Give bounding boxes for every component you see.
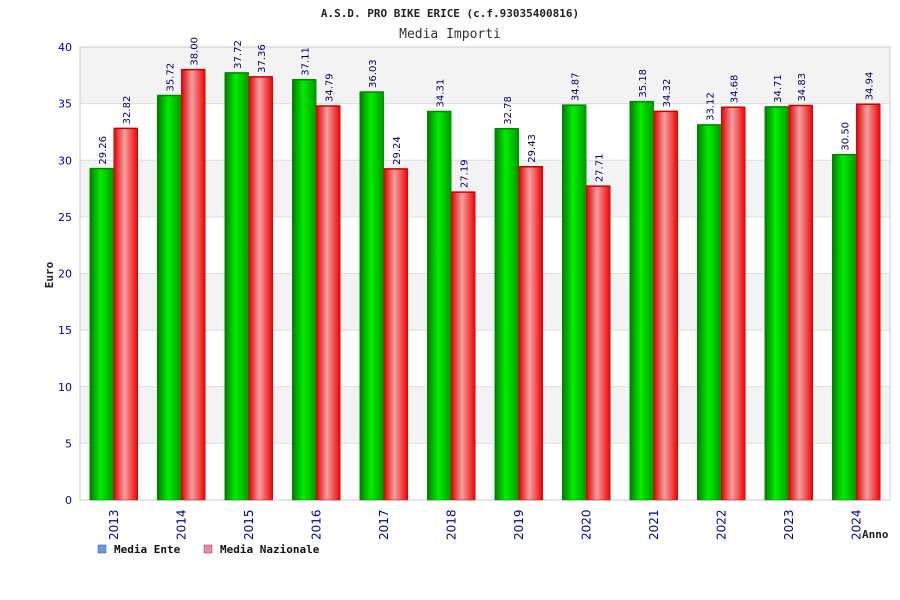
y-tick-label: 25 — [58, 211, 72, 224]
bar-media-nazionale — [721, 106, 746, 501]
bar-media-ente — [494, 128, 519, 501]
data-label: 27.71 — [594, 154, 605, 183]
bar-media-ente — [427, 111, 452, 501]
bar-media-ente — [697, 124, 722, 501]
grid-band — [80, 160, 890, 217]
grid-band — [80, 330, 890, 387]
data-label: 34.94 — [864, 72, 875, 101]
data-label: 34.71 — [773, 74, 784, 103]
data-label: 34.31 — [435, 79, 446, 108]
y-tick-label: 30 — [58, 154, 72, 167]
bar-media-ente — [359, 91, 384, 501]
bar-media-nazionale — [113, 128, 138, 501]
bar-media-ente — [224, 72, 249, 501]
data-label: 32.78 — [503, 96, 514, 125]
chart-subtitle: Media Importi — [399, 27, 501, 42]
data-label: 35.72 — [165, 63, 176, 92]
data-label: 29.43 — [527, 134, 538, 163]
x-tick-label: 2017 — [377, 509, 391, 540]
y-tick-label: 10 — [58, 381, 72, 394]
grid-band — [80, 443, 890, 500]
plot-frame — [79, 46, 891, 501]
x-tick-label: 2016 — [309, 509, 323, 540]
bar-media-ente — [89, 168, 114, 501]
y-tick-label: 0 — [65, 494, 72, 507]
data-label: 32.82 — [122, 96, 133, 125]
x-tick-label: 2024 — [849, 509, 863, 540]
data-label: 35.18 — [638, 69, 649, 98]
bar-media-nazionale — [653, 111, 678, 501]
y-tick-label: 20 — [58, 268, 72, 281]
bar-media-ente — [629, 101, 654, 501]
data-label: 30.50 — [840, 122, 851, 151]
bar-media-ente — [764, 106, 789, 501]
y-tick-label: 15 — [58, 324, 72, 337]
data-label: 37.36 — [257, 44, 268, 73]
plot-background — [79, 46, 891, 501]
grid-band — [80, 216, 890, 274]
bar-media-ente — [832, 154, 857, 501]
bar-media-ente — [562, 104, 587, 501]
data-label: 29.24 — [392, 136, 403, 165]
grid-band — [80, 386, 890, 444]
bar-media-nazionale — [451, 191, 476, 501]
x-tick-label: 2020 — [579, 509, 593, 540]
x-tick-label: 2023 — [782, 509, 796, 540]
x-tick-label: 2021 — [647, 509, 661, 540]
bar-media-ente — [292, 79, 317, 501]
grid-band — [80, 103, 890, 161]
legend-label: Media Nazionale — [220, 543, 320, 556]
data-label: 34.87 — [570, 72, 581, 101]
y-axis-ticks: 0 5 10 15 20 25 30 35 40 — [58, 41, 72, 507]
bar-media-ente — [157, 95, 182, 501]
data-label: 29.26 — [98, 136, 109, 165]
data-label: 34.83 — [797, 73, 808, 102]
bar-media-nazionale — [383, 168, 408, 501]
data-label: 34.68 — [729, 75, 740, 104]
data-label: 37.11 — [300, 47, 311, 76]
data-label: 34.79 — [324, 73, 335, 102]
bar-media-nazionale — [316, 105, 341, 501]
bar-media-nazionale — [248, 76, 273, 501]
bars: 29.26 32.82 35.72 38.00 37.72 37.36 37.11 34.79… — [89, 37, 881, 501]
legend-swatch — [97, 544, 107, 554]
bar-media-nazionale — [788, 105, 813, 501]
y-tick-label: 40 — [58, 41, 72, 54]
legend: Media Ente Media Nazionale — [97, 543, 320, 556]
data-label: 34.32 — [662, 79, 673, 108]
x-tick-label: 2015 — [242, 509, 256, 540]
bar-media-nazionale — [586, 185, 611, 501]
x-tick-label: 2013 — [107, 509, 121, 540]
y-tick-label: 35 — [58, 98, 72, 111]
grid-band — [80, 47, 890, 104]
data-label: 37.72 — [233, 40, 244, 69]
x-tick-label: 2022 — [714, 509, 728, 540]
data-label: 36.03 — [368, 59, 379, 88]
x-tick-label: 2018 — [444, 509, 458, 540]
y-axis-label: Euro — [43, 261, 56, 288]
legend-swatch — [203, 544, 213, 554]
chart-title: A.S.D. PRO BIKE ERICE (c.f.93035400816) — [321, 7, 579, 20]
x-tick-label: 2014 — [174, 509, 188, 540]
y-tick-label: 5 — [65, 437, 72, 450]
bar-media-nazionale — [181, 69, 206, 501]
data-label: 38.00 — [189, 37, 200, 66]
x-tick-label: 2019 — [512, 509, 526, 540]
x-axis-label: Anno — [862, 528, 889, 541]
x-axis-ticks: 2013 2014 2015 2016 2017 2018 2019 2020 2021 2022… — [107, 509, 864, 540]
bar-media-nazionale — [856, 104, 881, 501]
grid-band — [80, 273, 890, 331]
data-label: 33.12 — [705, 92, 716, 121]
data-label: 27.19 — [459, 159, 470, 188]
legend-label: Media Ente — [114, 543, 181, 556]
bar-media-nazionale — [518, 166, 543, 501]
